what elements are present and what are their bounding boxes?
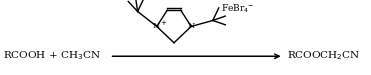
- Text: FeBr$_4$$^{-}$: FeBr$_4$$^{-}$: [221, 2, 255, 15]
- Text: +: +: [160, 20, 166, 26]
- Text: RCOOCH$_2$CN: RCOOCH$_2$CN: [287, 49, 360, 62]
- Text: RCOOH + CH$_3$CN: RCOOH + CH$_3$CN: [3, 49, 101, 62]
- Text: N: N: [187, 22, 195, 30]
- Text: N: N: [153, 22, 160, 30]
